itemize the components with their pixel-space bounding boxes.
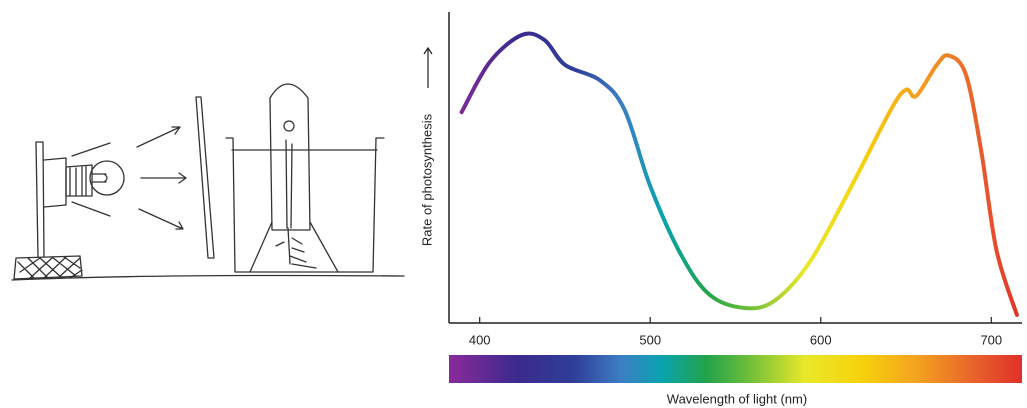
y-axis-arrow bbox=[423, 46, 433, 88]
y-axis-label: Rate of photosynthesis bbox=[419, 113, 434, 246]
x-tick-label: 500 bbox=[639, 332, 661, 347]
spectrum-bar bbox=[449, 355, 1022, 383]
x-ticks: 400 500 600 700 bbox=[469, 317, 1002, 347]
line bbox=[459, 31, 1019, 317]
x-tick-label: 400 bbox=[469, 332, 491, 347]
x-tick-label: 600 bbox=[810, 332, 832, 347]
x-tick-label: 700 bbox=[980, 332, 1002, 347]
x-axis-label: Wavelength of light (nm) bbox=[667, 391, 807, 406]
experiment-sketch bbox=[11, 83, 405, 281]
chart: Rate of photosynthesis Wavelength of lig… bbox=[419, 12, 1022, 406]
